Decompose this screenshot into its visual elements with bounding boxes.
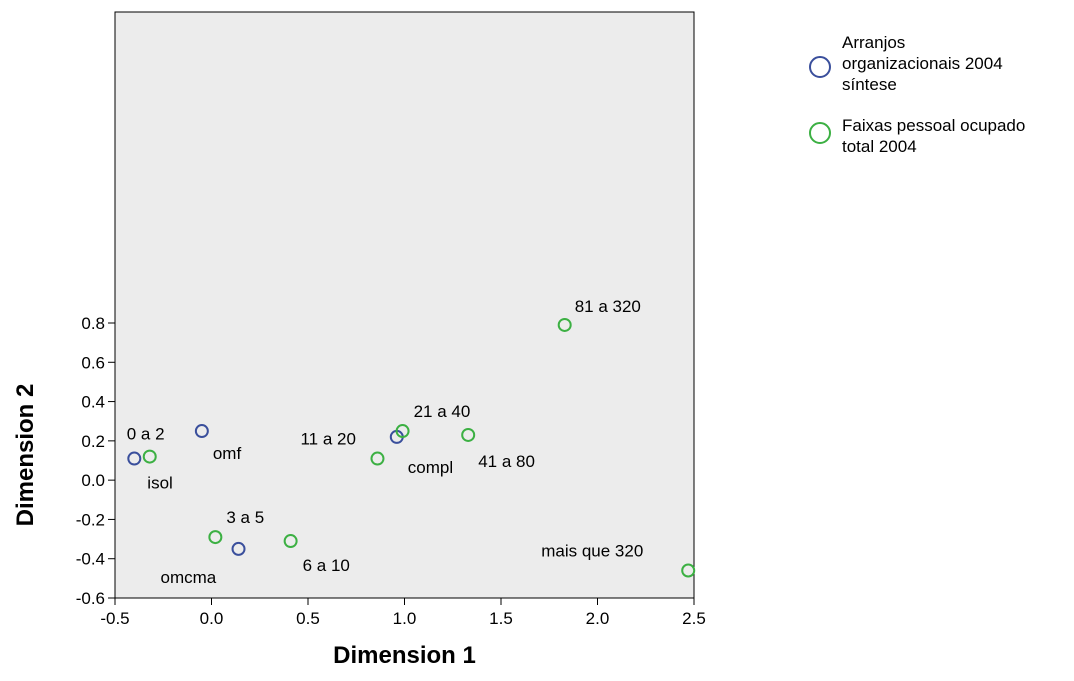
x-tick-label: 0.5 [296, 609, 320, 628]
y-tick-label: 0.4 [81, 393, 105, 412]
data-point-marker [127, 451, 142, 466]
y-axis: -0.6 -0.4 -0.2 0.0 0.2 0.4 0.6 0.8 [76, 314, 115, 608]
legend-marker [809, 56, 831, 78]
y-tick-label: 0.0 [81, 471, 105, 490]
data-point-marker [208, 530, 223, 545]
data-point-label: 81 a 320 [575, 297, 641, 316]
legend-entry-text: síntese [842, 75, 897, 94]
data-point-label: mais que 320 [541, 542, 643, 561]
data-point-label: 6 a 10 [303, 556, 350, 575]
data-point-label: compl [408, 458, 453, 477]
x-tick-label: 1.0 [393, 609, 417, 628]
y-tick-label: -0.2 [76, 510, 105, 529]
data-point-label: 0 a 2 [127, 425, 165, 444]
legend-entry-text: organizacionais 2004 [842, 54, 1003, 73]
data-point-marker [194, 424, 209, 439]
legend: Arranjos organizacionais 2004 síntese Faixa… [809, 33, 1025, 156]
data-point-label: 11 a 20 [300, 430, 355, 449]
data-point-label: 3 a 5 [226, 508, 264, 527]
legend-marker [809, 122, 831, 144]
y-tick-label: -0.6 [76, 589, 105, 608]
data-point-marker [370, 451, 385, 466]
legend-entry-text: Faixas pessoal ocupado [842, 116, 1025, 135]
data-point-label: omf [213, 444, 242, 463]
y-tick-label: -0.4 [76, 550, 105, 569]
data-point-label: omcma [161, 568, 217, 587]
x-tick-label: -0.5 [100, 609, 129, 628]
x-axis-title: Dimension 1 [333, 642, 476, 669]
data-point-marker [142, 449, 157, 464]
data-points: isol omf omcma compl 0 a 2 3 a 5 6 a 10 11 a 20… [127, 297, 696, 587]
data-point-marker [461, 427, 476, 442]
data-point-marker [231, 541, 246, 556]
x-tick-label: 1.5 [489, 609, 513, 628]
x-axis: -0.5 0.0 0.5 1.0 1.5 2.0 2.5 [100, 598, 706, 628]
legend-entry-text: total 2004 [842, 137, 917, 156]
y-tick-label: 0.6 [81, 353, 105, 372]
x-tick-label: 2.0 [586, 609, 610, 628]
data-point-label: 41 a 80 [478, 452, 535, 471]
data-point-marker [681, 563, 696, 578]
data-point-label: isol [147, 474, 173, 493]
x-tick-label: 2.5 [682, 609, 706, 628]
data-point-marker [557, 317, 572, 332]
data-point-marker [395, 424, 410, 439]
legend-entry-text: Arranjos [842, 33, 905, 52]
data-point-marker [283, 534, 298, 549]
y-tick-label: 0.8 [81, 314, 105, 333]
plot-area [114, 11, 695, 599]
data-point-label: 21 a 40 [414, 402, 471, 421]
y-axis-title: Dimension 2 [12, 384, 39, 527]
x-tick-label: 0.0 [200, 609, 224, 628]
y-tick-label: 0.2 [81, 432, 105, 451]
